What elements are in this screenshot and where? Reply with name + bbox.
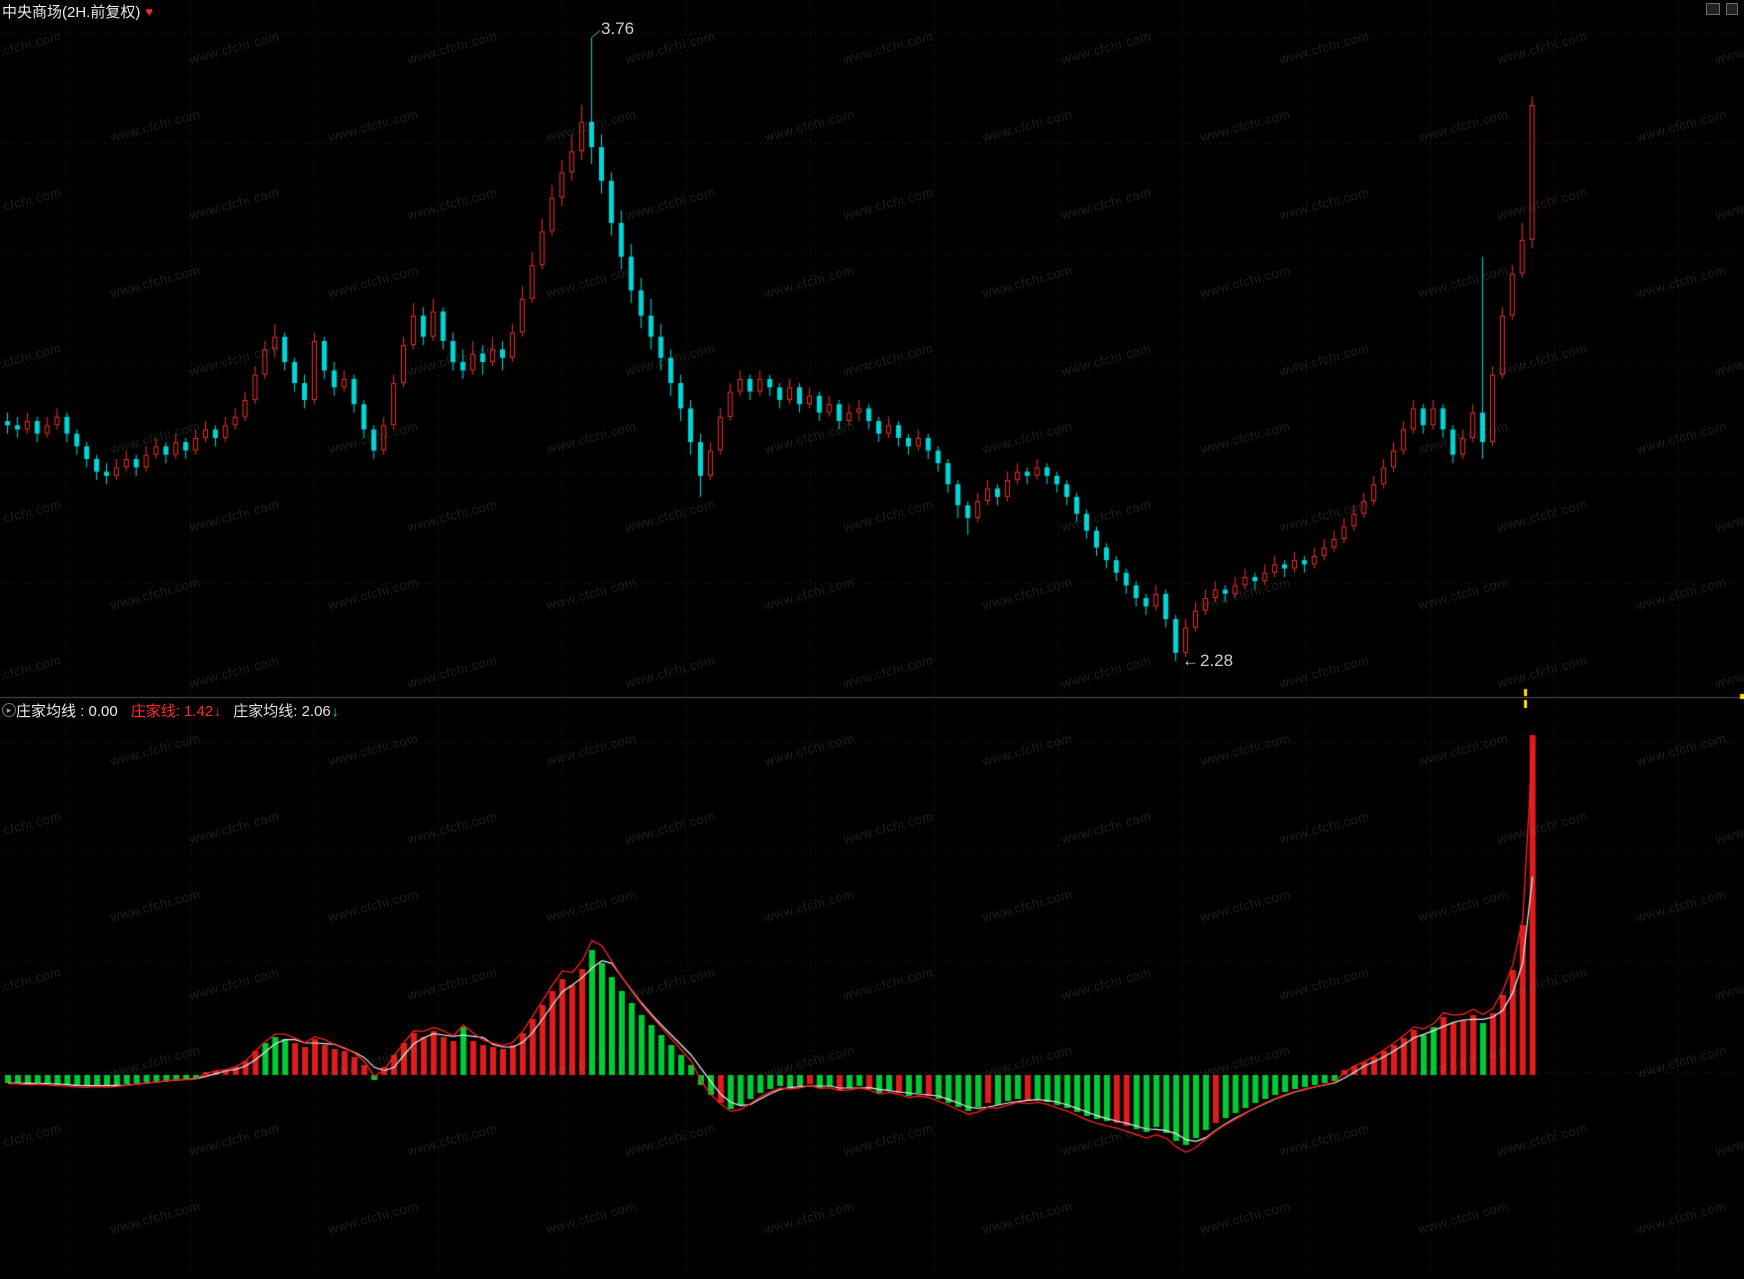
collapse-icon[interactable]: ▸ — [2, 703, 16, 717]
heart-icon[interactable]: ♥ — [145, 4, 154, 19]
low-price-label: ←2.28 — [1182, 651, 1233, 671]
title-bar: 中央商场(2H.前复权) ♥ — [2, 1, 153, 22]
stock-title: 中央商场(2H.前复权) — [2, 4, 141, 21]
legend-text: 庄家均线 : 0.00 — [16, 702, 118, 720]
legend-banker-line[interactable]: 庄家线: 1.42↓ — [131, 700, 222, 721]
down-arrow-icon: ↓ — [214, 702, 222, 719]
sound-icon[interactable] — [1706, 3, 1720, 15]
legend-banker-ma-zero[interactable]: 庄家均线 : 0.00 — [16, 700, 119, 721]
legend-text: 庄家均线: 2.06 — [233, 702, 331, 720]
window-icon[interactable] — [1726, 3, 1738, 15]
high-price-value: 3.76 — [601, 19, 635, 38]
high-price-label: 3.76 — [601, 19, 634, 39]
down-arrow-icon: ↓ — [331, 702, 339, 719]
low-price-value: 2.28 — [1200, 651, 1234, 670]
legend-text: 庄家线: 1.42 — [130, 702, 214, 720]
indicator-header: ▸ 庄家均线 : 0.00 庄家线: 1.42↓ 庄家均线: 2.06↓ — [0, 699, 339, 721]
window-icons — [1706, 3, 1738, 15]
legend-banker-ma[interactable]: 庄家均线: 2.06↓ — [233, 700, 339, 721]
left-arrow-icon: ← — [1182, 651, 1199, 670]
